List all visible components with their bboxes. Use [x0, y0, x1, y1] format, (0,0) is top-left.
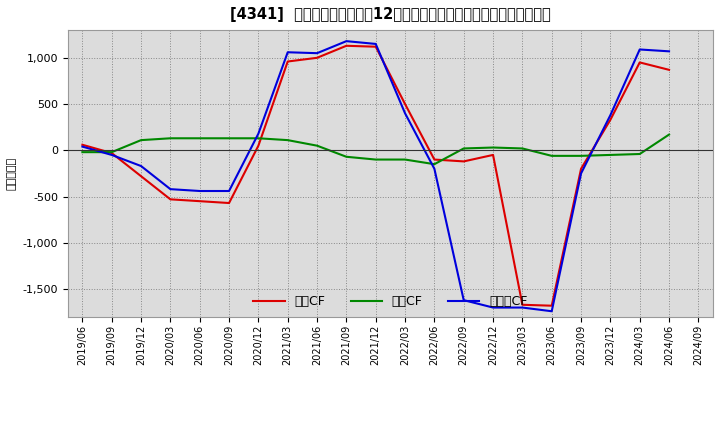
フリーCF [547, 308, 556, 314]
投資CF [489, 145, 498, 150]
営業CF [636, 60, 644, 65]
投資CF [606, 152, 615, 158]
営業CF [195, 198, 204, 204]
フリーCF [166, 187, 175, 192]
投資CF [137, 137, 145, 143]
営業CF [459, 159, 468, 164]
営業CF [372, 44, 380, 49]
フリーCF [107, 152, 116, 158]
営業CF [254, 143, 263, 148]
Line: 投資CF: 投資CF [82, 135, 669, 164]
投資CF [254, 136, 263, 141]
フリーCF [489, 305, 498, 310]
営業CF [430, 157, 438, 162]
投資CF [166, 136, 175, 141]
フリーCF [78, 144, 86, 149]
営業CF [518, 302, 527, 308]
投資CF [372, 157, 380, 162]
投資CF [195, 136, 204, 141]
Title: [4341]  キャッシュフローの12か月移動合計の対前年同期増減額の推移: [4341] キャッシュフローの12か月移動合計の対前年同期増減額の推移 [230, 7, 551, 22]
投資CF [636, 151, 644, 157]
投資CF [430, 161, 438, 167]
営業CF [547, 303, 556, 308]
フリーCF [459, 297, 468, 303]
営業CF [78, 142, 86, 147]
フリーCF [401, 111, 410, 116]
投資CF [78, 150, 86, 155]
フリーCF [577, 171, 585, 176]
投資CF [225, 136, 233, 141]
投資CF [312, 143, 321, 148]
投資CF [518, 146, 527, 151]
フリーCF [665, 49, 673, 54]
フリーCF [195, 188, 204, 194]
フリーCF [284, 50, 292, 55]
投資CF [547, 153, 556, 158]
フリーCF [312, 51, 321, 56]
フリーCF [254, 131, 263, 136]
営業CF [225, 200, 233, 205]
投資CF [107, 150, 116, 155]
営業CF [107, 150, 116, 156]
営業CF [312, 55, 321, 60]
Line: 営業CF: 営業CF [82, 46, 669, 306]
投資CF [577, 153, 585, 158]
フリーCF [518, 305, 527, 310]
フリーCF [430, 166, 438, 172]
投資CF [459, 146, 468, 151]
営業CF [606, 117, 615, 122]
フリーCF [137, 163, 145, 169]
フリーCF [342, 39, 351, 44]
投資CF [284, 137, 292, 143]
投資CF [342, 154, 351, 159]
営業CF [577, 166, 585, 172]
投資CF [665, 132, 673, 137]
フリーCF [636, 47, 644, 52]
営業CF [665, 67, 673, 73]
営業CF [284, 59, 292, 64]
営業CF [342, 43, 351, 48]
営業CF [489, 152, 498, 158]
Legend: 営業CF, 投資CF, フリーCF: 営業CF, 投資CF, フリーCF [248, 290, 532, 313]
営業CF [137, 173, 145, 179]
フリーCF [372, 41, 380, 47]
営業CF [166, 197, 175, 202]
投資CF [401, 157, 410, 162]
フリーCF [225, 188, 233, 194]
Y-axis label: （百万円）: （百万円） [7, 157, 17, 190]
フリーCF [606, 113, 615, 118]
営業CF [401, 101, 410, 106]
Line: フリーCF: フリーCF [82, 41, 669, 311]
